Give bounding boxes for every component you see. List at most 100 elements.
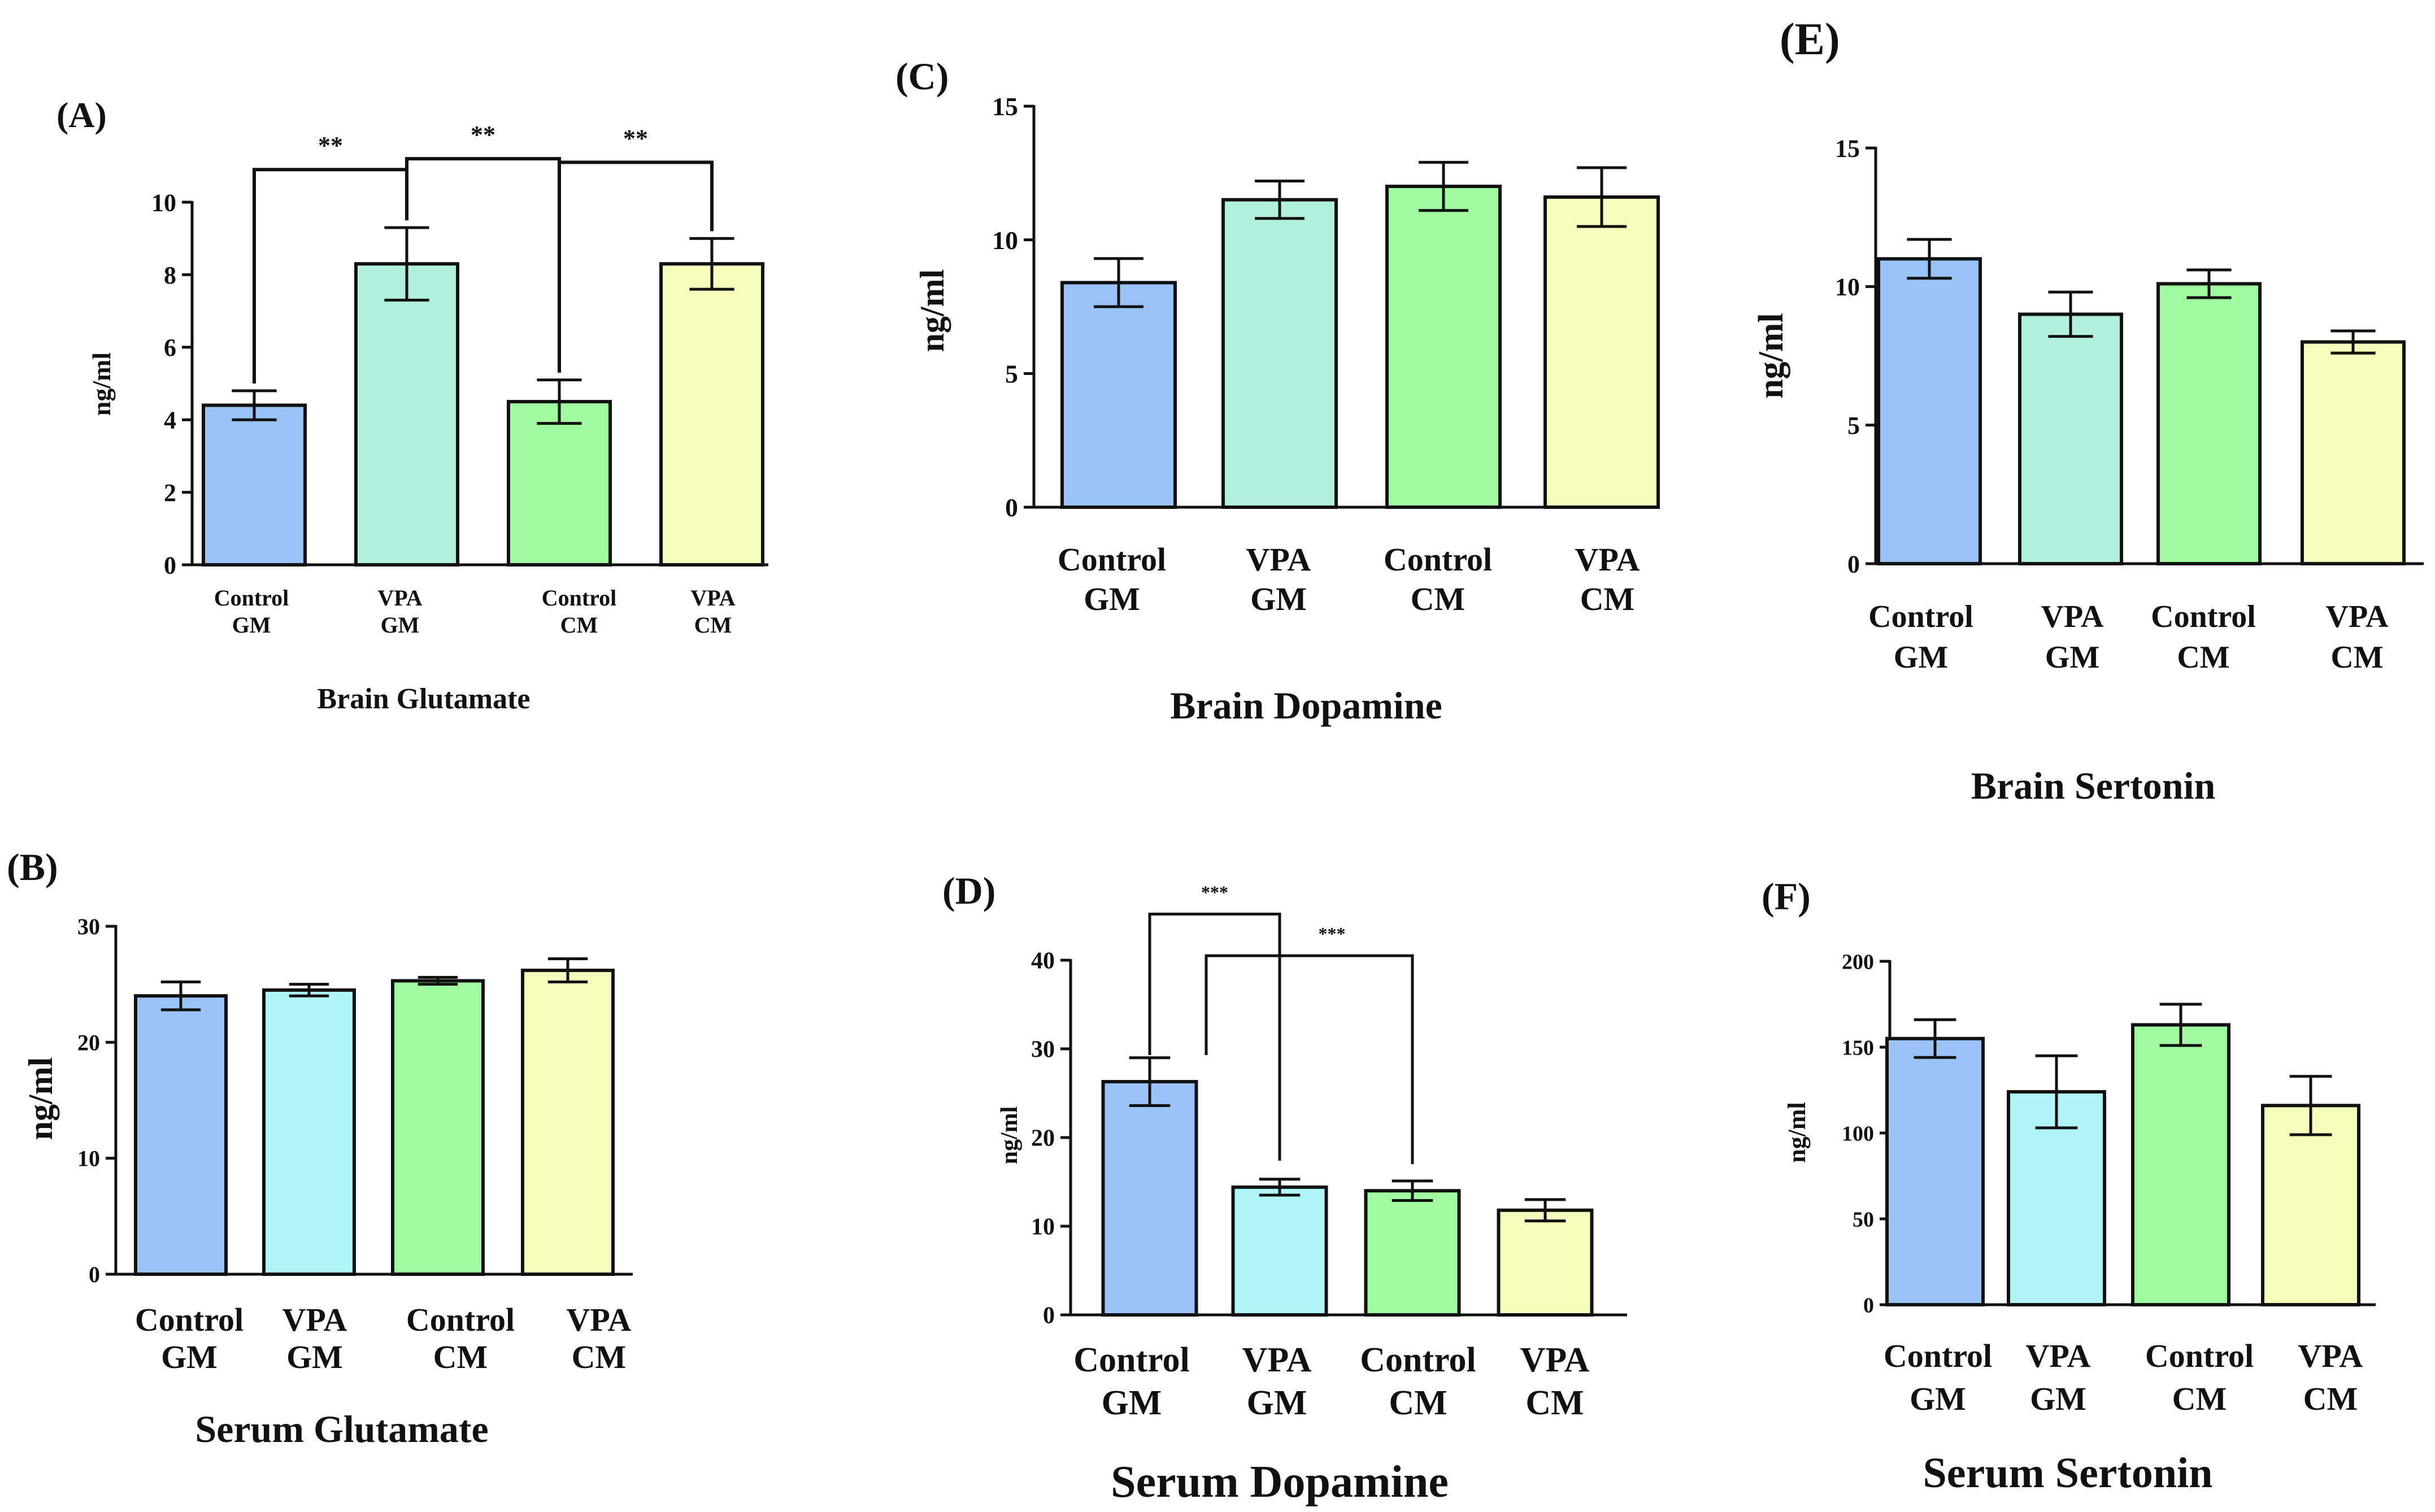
x-tick-label: Control — [214, 585, 289, 611]
y-tick-label: 10 — [992, 226, 1018, 255]
x-tick-label: VPA — [690, 585, 735, 611]
x-tick-label: CM — [1525, 1384, 1584, 1422]
x-tick-label: CM — [2303, 1380, 2358, 1417]
bar — [134, 994, 228, 1276]
y-tick-label: 10 — [151, 189, 176, 216]
chart-panel-e: (E) 0 5 10 15 ng/ml Control GM VPA GM Control CM VPA… — [1752, 15, 2424, 807]
x-tick-label: CM — [1389, 1384, 1447, 1422]
chart-title: Serum Sertonin — [1923, 1449, 2213, 1497]
bar — [2301, 340, 2406, 565]
bar — [1497, 1208, 1594, 1317]
significance-label: *** — [1319, 923, 1346, 944]
bar — [262, 988, 356, 1276]
bar — [1877, 257, 1982, 565]
y-tick-label: 0 — [89, 1262, 100, 1287]
bar — [1885, 1036, 1985, 1307]
panel-label: (B) — [7, 846, 58, 888]
y-tick-label: 30 — [1031, 1037, 1055, 1063]
y-tick-label: 0 — [1005, 493, 1018, 522]
x-tick-label: Control — [1884, 1337, 1992, 1374]
y-tick-label: 100 — [1842, 1122, 1874, 1145]
chart-title: Serum Dopamine — [1111, 1457, 1449, 1507]
x-tick-label: Control — [542, 585, 617, 611]
y-tick-label: 10 — [77, 1146, 100, 1171]
x-tick-label: CM — [1580, 581, 1635, 617]
y-tick-label: 40 — [1031, 948, 1055, 974]
x-tick-label: CM — [2172, 1380, 2227, 1417]
y-axis-label: ng/ml — [997, 1106, 1023, 1165]
y-tick-label: 50 — [1853, 1208, 1874, 1231]
y-axis-label: ng/ml — [1752, 313, 1790, 399]
panel-label: (C) — [895, 55, 949, 98]
bar — [507, 400, 612, 567]
x-tick-label: Control — [2151, 599, 2256, 634]
x-tick-label: GM — [1894, 640, 1948, 675]
chart-title: Brain Dopamine — [1170, 684, 1442, 727]
x-tick-label: GM — [1247, 1384, 1307, 1422]
x-tick-label: Control — [406, 1301, 515, 1338]
x-tick-label: GM — [1084, 581, 1140, 617]
y-tick-label: 10 — [1835, 273, 1860, 301]
x-tick-label: VPA — [567, 1301, 632, 1338]
x-tick-label: Control — [1384, 541, 1492, 578]
panel-label: (A) — [56, 95, 107, 135]
chart-panel-d: (D) 0 10 20 30 40 ng/ml Control GM VPA GM Control CM… — [942, 869, 1627, 1507]
y-tick-label: 2 — [164, 479, 176, 507]
chart-title: Brain Sertonin — [1971, 764, 2216, 807]
significance-bracket — [558, 160, 714, 373]
x-tick-label: VPA — [377, 585, 422, 611]
y-axis-label: ng/ml — [22, 1057, 59, 1140]
bar — [2261, 1104, 2360, 1306]
x-tick-label: VPA — [2026, 1337, 2091, 1374]
bar — [2131, 1023, 2230, 1306]
x-tick-label: CM — [572, 1339, 627, 1375]
y-tick-label: 15 — [992, 92, 1018, 121]
x-tick-label: CM — [2177, 640, 2229, 675]
x-tick-label: Control — [135, 1301, 244, 1338]
x-tick-label: GM — [1250, 581, 1307, 617]
y-tick-label: 150 — [1842, 1036, 1874, 1060]
x-tick-label: VPA — [1575, 541, 1640, 578]
x-tick-label: VPA — [1246, 541, 1311, 578]
chart-panel-f: (F) 0 50 100 150 200 ng/ml Control GM VPA GM Contro… — [1762, 875, 2376, 1497]
panel-label: (E) — [1780, 15, 1840, 64]
bar — [1060, 281, 1177, 509]
bar — [1543, 195, 1660, 509]
y-tick-label: 4 — [164, 407, 176, 434]
chart-title: Serum Glutamate — [195, 1408, 488, 1450]
x-tick-label: GM — [2045, 640, 2099, 675]
x-tick-label: VPA — [2041, 599, 2104, 634]
y-axis-label: ng/ml — [87, 352, 116, 416]
y-axis-label: ng/ml — [914, 269, 951, 352]
significance-bracket — [1148, 912, 1281, 1161]
y-tick-label: 0 — [1043, 1303, 1055, 1329]
bar — [391, 979, 485, 1276]
panel-label: (D) — [942, 869, 995, 912]
x-tick-label: Control — [1073, 1341, 1190, 1379]
bar — [202, 403, 307, 567]
x-tick-label: GM — [286, 1339, 343, 1375]
x-tick-label: Control — [1868, 599, 1973, 634]
y-tick-label: 0 — [1847, 550, 1860, 578]
panel-label: (F) — [1762, 875, 1811, 918]
bar — [521, 969, 615, 1276]
x-tick-label: GM — [1910, 1380, 1966, 1417]
chart-title: Brain Glutamate — [318, 683, 531, 715]
y-tick-label: 10 — [1031, 1214, 1055, 1240]
bar — [1385, 185, 1502, 509]
x-tick-label: CM — [694, 612, 732, 638]
bar — [2018, 312, 2123, 566]
bar — [1364, 1189, 1461, 1317]
x-tick-label: CM — [1411, 581, 1466, 617]
y-tick-label: 20 — [77, 1030, 100, 1055]
x-tick-label: Control — [1360, 1341, 1476, 1379]
y-tick-label: 200 — [1842, 950, 1874, 974]
y-tick-label: 30 — [77, 914, 100, 939]
x-tick-label: CM — [560, 612, 598, 638]
y-axis-label: ng/ml — [1783, 1102, 1811, 1163]
x-tick-label: GM — [381, 612, 420, 638]
bar — [659, 262, 764, 567]
bar — [1101, 1080, 1198, 1317]
y-tick-label: 6 — [164, 334, 176, 361]
bar — [354, 262, 459, 567]
